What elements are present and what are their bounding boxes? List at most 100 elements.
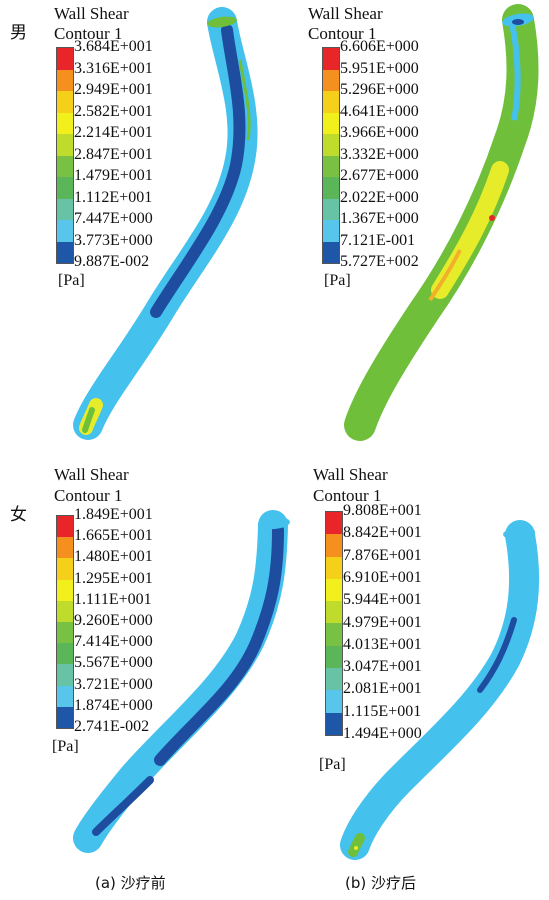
legend-color-swatch [57, 558, 73, 580]
legend-color-swatch [323, 48, 339, 70]
legend-color-swatch [323, 91, 339, 113]
legend-value-label: 2.582E+001 [74, 102, 153, 120]
legend-color-swatch [323, 220, 339, 242]
legend-color-swatch [57, 155, 73, 177]
legend-colorbar [325, 511, 343, 736]
legend-title-line1: Wall Shear [54, 4, 129, 23]
legend-value-label: 9.887E-002 [74, 253, 150, 270]
legend-color-swatch [57, 241, 73, 263]
legend-color-swatch [323, 177, 339, 199]
legend-value-label: 9.260E+000 [74, 612, 153, 629]
legend-value-label: 1.115E+001 [343, 702, 422, 720]
legend-title-line2: Contour 1 [54, 486, 123, 505]
legend-value-label: 2.677E+000 [340, 167, 419, 184]
legend-color-swatch [323, 155, 339, 177]
legend-title-line1: Wall Shear [308, 4, 383, 23]
legend-color-swatch [57, 69, 73, 91]
legend-value-label: 5.727E+002 [340, 253, 419, 270]
legend-title-line1: Wall Shear [54, 465, 129, 484]
legend-color-swatch [326, 534, 342, 557]
legend-color-swatch [326, 623, 342, 646]
legend-value-label: 4.641E+000 [340, 102, 419, 120]
legend-value-label: 1.849E+001 [74, 506, 153, 523]
row-label-male: 男 [10, 23, 27, 43]
legend-value-label: 7.121E-001 [340, 231, 416, 249]
legend-color-swatch [57, 579, 73, 601]
legend-title-line2: Contour 1 [308, 24, 377, 43]
legend-color-swatch [57, 537, 73, 559]
legend-color-swatch [57, 198, 73, 220]
legend-color-swatch [326, 512, 342, 535]
legend-value-label: 2.214E+001 [74, 124, 153, 141]
legend-colorbar [56, 515, 74, 729]
legend-value-label: 1.367E+000 [340, 210, 419, 227]
legend-unit: [Pa] [324, 272, 351, 289]
legend-value-label: 2.741E-002 [74, 718, 150, 735]
legend-color-swatch [57, 220, 73, 242]
legend-value-label: 1.494E+000 [343, 725, 422, 742]
legend-title-line1: Wall Shear [313, 465, 388, 484]
legend-color-swatch [57, 664, 73, 686]
legend-value-label: 2.847E+001 [74, 145, 153, 163]
legend-color-swatch [57, 48, 73, 70]
legend-value-label: 3.316E+001 [74, 59, 153, 77]
legend-color-swatch [326, 668, 342, 691]
legend-color-swatch [57, 621, 73, 644]
legend-value-label: 5.296E+000 [340, 81, 419, 98]
legend-value-label: 5.951E+000 [340, 59, 419, 77]
legend-color-swatch [323, 198, 339, 220]
legend-value-label: 1.665E+001 [74, 527, 153, 545]
caption-after: (b) 沙疗后 [345, 874, 416, 892]
legend-color-swatch [326, 645, 342, 669]
legend-value-label: 9.808E+001 [343, 502, 422, 519]
legend-value-label: 1.479E+001 [74, 167, 153, 184]
legend-color-swatch [57, 516, 73, 538]
legend-color-swatch [57, 643, 73, 665]
legend-color-swatch [326, 712, 342, 735]
legend-unit: [Pa] [319, 756, 346, 773]
legend-color-swatch [326, 601, 342, 624]
legend-color-swatch [57, 685, 73, 707]
legend-value-label: 2.022E+000 [340, 188, 419, 206]
legend-title-line2: Contour 1 [313, 486, 382, 505]
legend-value-label: 6.606E+000 [340, 38, 419, 55]
legend-value-label: 3.047E+001 [343, 658, 422, 676]
legend-value-label: 3.684E+001 [74, 38, 153, 55]
legend-color-swatch [57, 112, 73, 134]
legend-color-swatch [326, 578, 342, 602]
legend-value-label: 8.842E+001 [343, 524, 422, 542]
legend-value-label: 2.949E+001 [74, 81, 153, 98]
legend-value-label: 3.966E+000 [340, 124, 419, 141]
legend-value-label: 2.081E+001 [343, 680, 422, 698]
legend-color-swatch [323, 112, 339, 134]
legend-title-line2: Contour 1 [54, 24, 123, 43]
legend-color-swatch [57, 177, 73, 199]
legend-color-swatch [326, 556, 342, 579]
legend-value-label: 1.480E+001 [74, 548, 153, 566]
legend-value-label: 5.944E+001 [343, 591, 422, 609]
legend-color-swatch [323, 134, 339, 156]
legend-color-swatch [323, 69, 339, 91]
legend-color-swatch [57, 600, 73, 622]
legend-value-label: 7.876E+001 [343, 546, 422, 564]
legend-color-swatch [326, 690, 342, 713]
row-label-female: 女 [10, 505, 27, 525]
legend-value-label: 3.773E+000 [74, 231, 153, 249]
legend-color-swatch [57, 134, 73, 156]
legend-colorbar [56, 47, 74, 264]
legend-value-label: 3.721E+000 [74, 675, 153, 693]
legend-value-label: 7.414E+000 [74, 633, 153, 651]
legend-unit: [Pa] [58, 272, 85, 289]
legend-colorbar [322, 47, 340, 264]
legend-value-label: 3.332E+000 [340, 145, 419, 163]
legend-value-label: 7.447E+000 [74, 210, 153, 227]
legend-value-label: 1.874E+000 [74, 696, 153, 714]
legend-value-label: 1.111E+001 [74, 590, 152, 608]
legend-value-label: 4.979E+001 [343, 613, 422, 631]
legend-value-label: 1.112E+001 [74, 188, 153, 206]
legend-color-swatch [323, 241, 339, 263]
